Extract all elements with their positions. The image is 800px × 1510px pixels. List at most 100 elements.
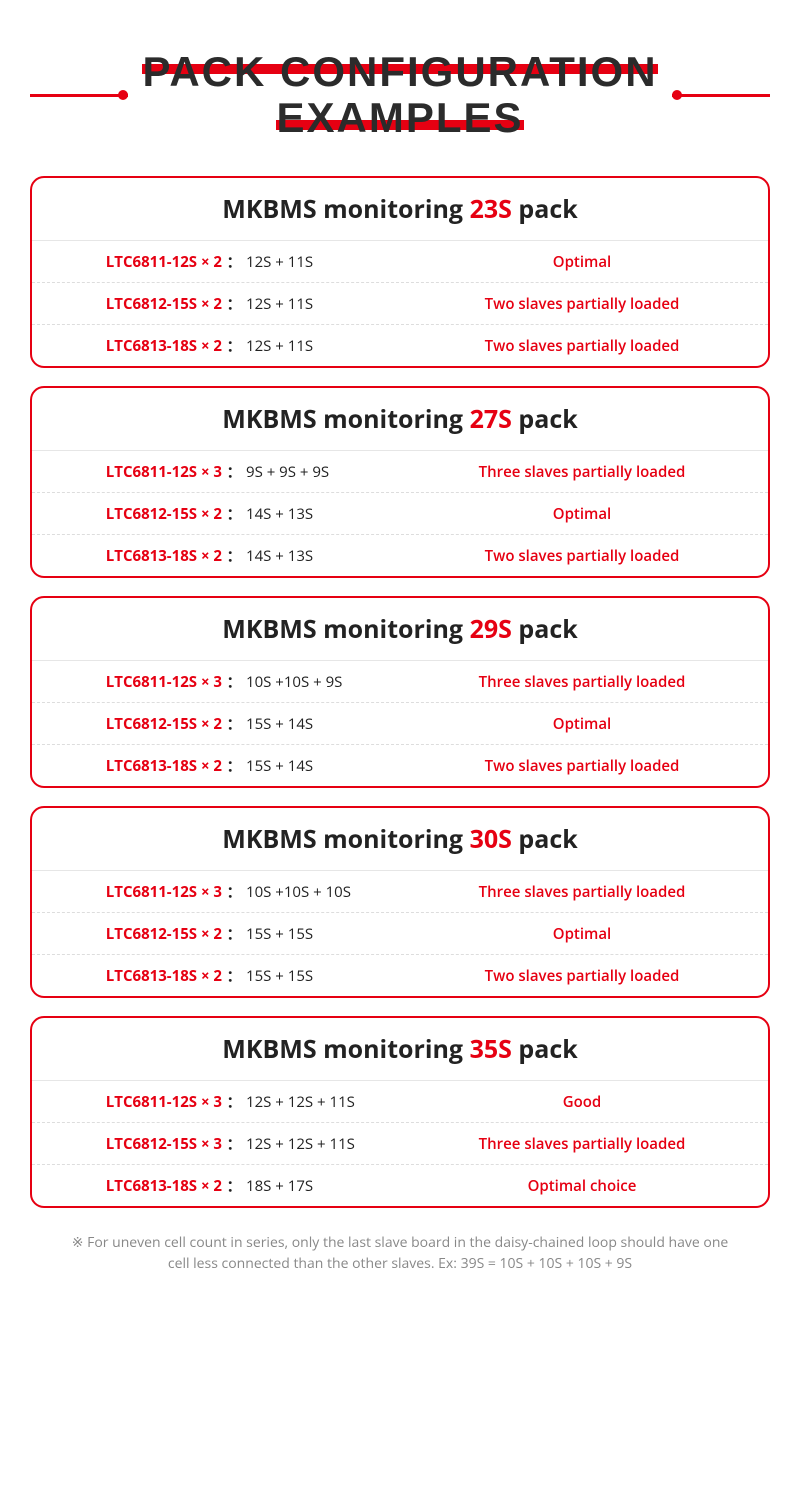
config-note: Three slaves partially loaded — [416, 462, 748, 482]
config-note: Two slaves partially loaded — [416, 756, 748, 776]
card-head-pack: 23S — [470, 192, 512, 226]
card-head-pre: MKBMS monitoring — [222, 822, 469, 856]
config-split: 10S +10S + 9S — [246, 672, 416, 692]
config-row: LTC6812-15S × 2：12S + 11STwo slaves part… — [32, 283, 768, 325]
config-row: LTC6813-18S × 2：15S + 14STwo slaves part… — [32, 745, 768, 786]
config-row: LTC6812-15S × 2：15S + 15SOptimal — [32, 913, 768, 955]
card-head: MKBMS monitoring 30S pack — [32, 808, 768, 871]
config-card: MKBMS monitoring 30S packLTC6811-12S × 3… — [30, 806, 770, 998]
config-card: MKBMS monitoring 35S packLTC6811-12S × 3… — [30, 1016, 770, 1208]
config-split: 9S + 9S + 9S — [246, 462, 416, 482]
separator-icon: ： — [222, 545, 246, 566]
separator-icon: ： — [222, 335, 246, 356]
card-head-post: pack — [512, 192, 578, 226]
card-head-pack: 29S — [470, 612, 512, 646]
config-note: Two slaves partially loaded — [416, 966, 748, 986]
config-note: Optimal — [416, 252, 748, 272]
config-chip-label: LTC6813-18S × 2 — [52, 336, 222, 356]
config-chip-label: LTC6813-18S × 2 — [52, 546, 222, 566]
title-line2: EXAMPLES — [276, 94, 523, 141]
separator-icon: ： — [222, 923, 246, 944]
config-chip-label: LTC6812-15S × 2 — [52, 924, 222, 944]
footer-note: ※ For uneven cell count in series, only … — [30, 1226, 770, 1274]
rule-left-icon — [30, 94, 128, 97]
config-chip-label: LTC6811-12S × 3 — [52, 1092, 222, 1112]
config-split: 12S + 12S + 11S — [246, 1092, 416, 1112]
separator-icon: ： — [222, 503, 246, 524]
config-card: MKBMS monitoring 29S pack LTC6811-12S × 3… — [30, 596, 770, 788]
config-note: Optimal — [416, 504, 748, 524]
config-split: 12S + 12S + 11S — [246, 1134, 416, 1154]
title-line1: PACK CONFIGURATION — [142, 48, 657, 95]
config-row: LTC6811-12S × 2：12S + 11SOptimal — [32, 241, 768, 283]
config-note: Optimal choice — [416, 1176, 748, 1196]
card-head-post: pack — [512, 1032, 578, 1066]
config-row: LTC6813-18S × 2：12S + 11STwo slaves part… — [32, 325, 768, 366]
separator-icon: ： — [222, 251, 246, 272]
separator-icon: ： — [222, 1091, 246, 1112]
separator-icon: ： — [222, 713, 246, 734]
config-split: 18S + 17S — [246, 1176, 416, 1196]
config-card: MKBMS monitoring 27S pack LTC6811-12S × 3… — [30, 386, 770, 578]
separator-icon: ： — [222, 461, 246, 482]
config-chip-label: LTC6811-12S × 3 — [52, 462, 222, 482]
card-head-pack: 27S — [470, 402, 512, 436]
config-chip-label: LTC6812-15S × 2 — [52, 294, 222, 314]
config-row: LTC6811-12S × 3：10S +10S + 9SThree slave… — [32, 661, 768, 703]
card-head-post: pack — [512, 612, 578, 646]
config-chip-label: LTC6811-12S × 3 — [52, 882, 222, 902]
config-note: Optimal — [416, 714, 748, 734]
config-row: LTC6811-12S × 3：10S +10S + 10SThree slav… — [32, 871, 768, 913]
config-note: Good — [416, 1092, 748, 1112]
config-row: LTC6812-15S × 3：12S + 12S + 11SThree sla… — [32, 1123, 768, 1165]
card-head-pack: 35S — [470, 1032, 512, 1066]
card-head-pre: MKBMS monitoring — [222, 612, 469, 646]
card-head-pre: MKBMS monitoring — [222, 1032, 469, 1066]
config-note: Two slaves partially loaded — [416, 546, 748, 566]
card-head: MKBMS monitoring 35S pack — [32, 1018, 768, 1081]
config-split: 10S +10S + 10S — [246, 882, 416, 902]
config-note: Three slaves partially loaded — [416, 1134, 748, 1154]
config-split: 12S + 11S — [246, 252, 416, 272]
config-note: Optimal — [416, 924, 748, 944]
config-split: 15S + 15S — [246, 924, 416, 944]
config-chip-label: LTC6812-15S × 3 — [52, 1134, 222, 1154]
config-row: LTC6811-12S × 3：12S + 12S + 11SGood — [32, 1081, 768, 1123]
config-chip-label: LTC6811-12S × 3 — [52, 672, 222, 692]
config-card: MKBMS monitoring 23S packLTC6811-12S × 2… — [30, 176, 770, 368]
config-chip-label: LTC6813-18S × 2 — [52, 966, 222, 986]
separator-icon: ： — [222, 965, 246, 986]
card-head: MKBMS monitoring 23S pack — [32, 178, 768, 241]
config-chip-label: LTC6813-18S × 2 — [52, 1176, 222, 1196]
config-split: 12S + 11S — [246, 294, 416, 314]
config-split: 14S + 13S — [246, 504, 416, 524]
separator-icon: ： — [222, 671, 246, 692]
config-split: 14S + 13S — [246, 546, 416, 566]
separator-icon: ： — [222, 755, 246, 776]
config-row: LTC6811-12S × 3：9S + 9S + 9SThree slaves… — [32, 451, 768, 493]
config-row: LTC6813-18S × 2：14S + 13STwo slaves part… — [32, 535, 768, 576]
config-note: Two slaves partially loaded — [416, 336, 748, 356]
card-head-pack: 30S — [470, 822, 512, 856]
card-head-post: pack — [512, 402, 578, 436]
config-split: 15S + 14S — [246, 714, 416, 734]
config-note: Three slaves partially loaded — [416, 882, 748, 902]
separator-icon: ： — [222, 293, 246, 314]
config-row: LTC6812-15S × 2：15S + 14SOptimal — [32, 703, 768, 745]
card-head-pre: MKBMS monitoring — [222, 192, 469, 226]
config-row: LTC6812-15S × 2：14S + 13SOptimal — [32, 493, 768, 535]
separator-icon: ： — [222, 1175, 246, 1196]
config-row: LTC6813-18S × 2：18S + 17SOptimal choice — [32, 1165, 768, 1206]
config-note: Two slaves partially loaded — [416, 294, 748, 314]
page-title: PACK CONFIGURATION EXAMPLES — [128, 50, 671, 140]
card-head-post: pack — [512, 822, 578, 856]
separator-icon: ： — [222, 881, 246, 902]
page-title-block: PACK CONFIGURATION EXAMPLES — [30, 50, 770, 140]
config-chip-label: LTC6812-15S × 2 — [52, 714, 222, 734]
config-chip-label: LTC6812-15S × 2 — [52, 504, 222, 524]
config-row: LTC6813-18S × 2：15S + 15STwo slaves part… — [32, 955, 768, 996]
config-chip-label: LTC6813-18S × 2 — [52, 756, 222, 776]
config-note: Three slaves partially loaded — [416, 672, 748, 692]
config-chip-label: LTC6811-12S × 2 — [52, 252, 222, 272]
card-head-pre: MKBMS monitoring — [222, 402, 469, 436]
